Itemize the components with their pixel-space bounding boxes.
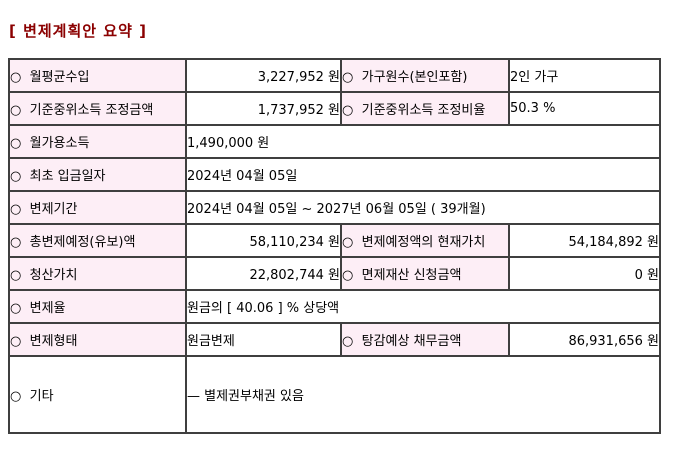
row-value: 54,184,892 원 — [508, 223, 661, 258]
row-label: ○ 월가용소득 — [8, 124, 187, 159]
row-value: — 별제권부채권 있음 — [185, 355, 661, 434]
table-row: ○ 변제율 원금의 [ 40.06 ] % 상당액 — [8, 289, 661, 324]
row-label: ○ 탕감예상 채무금액 — [340, 322, 510, 357]
row-label: ○ 변제율 — [8, 289, 187, 324]
row-value: 1,490,000 원 — [185, 124, 661, 159]
row-label: ○ 기준중위소득 조정금액 — [8, 91, 187, 126]
row-label: ○ 가구원수(본인포함) — [340, 58, 510, 93]
row-value: 원금의 [ 40.06 ] % 상당액 — [185, 289, 661, 324]
row-label: ○ 청산가치 — [8, 256, 187, 291]
table-row: ○ 기타 — 별제권부채권 있음 — [8, 355, 661, 434]
table-row: ○ 변제형태 원금변제 ○ 탕감예상 채무금액 86,931,656 원 — [8, 322, 661, 357]
row-label: ○ 기타 — [8, 355, 187, 434]
row-value: 원금변제 — [185, 322, 342, 357]
row-value: 2024년 04월 05일 ~ 2027년 06월 05일 ( 39개월) — [185, 190, 661, 225]
table-row: ○ 월가용소득 1,490,000 원 — [8, 124, 661, 159]
row-label: ○ 변제형태 — [8, 322, 187, 357]
row-value: 22,802,744 원 — [185, 256, 342, 291]
row-value: 1,737,952 원 — [185, 91, 342, 126]
table-row: ○ 기준중위소득 조정금액 1,737,952 원 ○ 기준중위소득 조정비율 … — [8, 91, 661, 126]
row-value: 2인 가구 — [508, 58, 661, 93]
row-value: 0 원 — [508, 256, 661, 291]
row-label: ○ 변제기간 — [8, 190, 187, 225]
row-value: 3,227,952 원 — [185, 58, 342, 93]
row-label: ○ 면제재산 신청금액 — [340, 256, 510, 291]
page-title: [ 변제계획안 요약 ] — [9, 22, 147, 40]
table-row: ○ 청산가치 22,802,744 원 ○ 면제재산 신청금액 0 원 — [8, 256, 661, 291]
row-label: ○ 총변제예정(유보)액 — [8, 223, 187, 258]
table-row: ○ 변제기간 2024년 04월 05일 ~ 2027년 06월 05일 ( 3… — [8, 190, 661, 225]
table-row: ○ 최초 입금일자 2024년 04월 05일 — [8, 157, 661, 192]
row-label: ○ 기준중위소득 조정비율 — [340, 91, 510, 126]
row-value: 86,931,656 원 — [508, 322, 661, 357]
summary-table: ○ 월평균수입 3,227,952 원 ○ 가구원수(본인포함) 2인 가구 ○… — [8, 58, 661, 434]
row-label: ○ 변제예정액의 현재가치 — [340, 223, 510, 258]
row-label: ○ 최초 입금일자 — [8, 157, 187, 192]
row-value: 58,110,234 원 — [185, 223, 342, 258]
row-value: 2024년 04월 05일 — [185, 157, 661, 192]
row-label: ○ 월평균수입 — [8, 58, 187, 93]
table-row: ○ 월평균수입 3,227,952 원 ○ 가구원수(본인포함) 2인 가구 — [8, 58, 661, 93]
table-row: ○ 총변제예정(유보)액 58,110,234 원 ○ 변제예정액의 현재가치 … — [8, 223, 661, 258]
row-value: 50.3 % — [508, 91, 661, 126]
